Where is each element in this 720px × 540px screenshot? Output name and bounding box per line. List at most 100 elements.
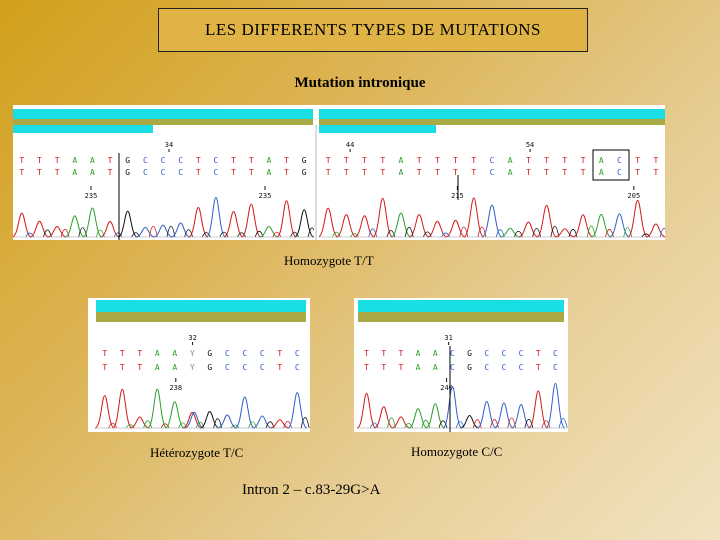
base-call-upper: C	[295, 349, 300, 358]
trace-peak	[82, 207, 103, 238]
base-call-lower: T	[381, 363, 386, 372]
base-call-upper: A	[72, 156, 77, 165]
base-call-upper: G	[467, 349, 472, 358]
base-call-upper: T	[399, 349, 404, 358]
base-call-lower: T	[137, 363, 142, 372]
base-call-upper: T	[326, 156, 331, 165]
base-call-upper: T	[536, 349, 541, 358]
base-call-lower: T	[562, 168, 567, 177]
base-call-upper: T	[249, 156, 254, 165]
trace-noise	[441, 232, 450, 238]
trace-noise	[290, 231, 299, 238]
position-tick-label: 32	[188, 334, 196, 342]
trace-peak	[135, 226, 156, 238]
base-call-lower: C	[260, 363, 265, 372]
base-call-lower: A	[399, 168, 404, 177]
trace-noise	[237, 232, 246, 238]
caption-homozygote-cc: Homozygote C/C	[411, 444, 503, 459]
trace-peak	[94, 395, 115, 429]
base-call-upper: T	[381, 349, 386, 358]
base-call-upper: T	[635, 156, 640, 165]
trace-noise	[524, 418, 534, 429]
trace-peak	[205, 196, 227, 238]
base-call-upper: A	[416, 349, 421, 358]
base-call-lower: T	[536, 363, 541, 372]
trace-peak	[460, 415, 480, 429]
trace-noise	[166, 225, 176, 238]
base-call-upper: A	[172, 349, 177, 358]
caption-homozygote-tt: Homozygote T/T	[284, 253, 374, 268]
mutation-highlight-box	[592, 149, 630, 181]
base-call-lower: A	[72, 168, 77, 177]
secondary-bar-right	[319, 125, 436, 133]
base-call-upper: C	[490, 156, 495, 165]
base-call-lower: T	[435, 168, 440, 177]
base-call-upper: T	[581, 156, 586, 165]
trace-peak	[64, 215, 85, 238]
base-call-upper: T	[196, 156, 201, 165]
chromatogram-homozygote-cc: T T T T T T A A A A C C G G C C C C C C T T C C 31 240	[354, 298, 568, 432]
trace-noise	[459, 226, 469, 238]
scan-position-label: 215	[451, 192, 464, 200]
scan-position-label: 240	[440, 384, 453, 392]
trace-noise	[60, 228, 70, 238]
base-call-upper: C	[178, 156, 183, 165]
trace-peak	[170, 222, 191, 238]
trace-noise	[369, 422, 379, 429]
trace-noise	[184, 229, 193, 238]
chromatogram-top: T T T T T T A A A A T T G G C C C C C C T T C C T T T T A A T T G G 34 235 2…	[13, 105, 665, 240]
base-call-lower: T	[344, 168, 349, 177]
base-call-lower: T	[581, 168, 586, 177]
base-call-upper: C	[260, 349, 265, 358]
trace-noise	[387, 417, 396, 429]
trace-peak	[572, 214, 594, 238]
trace-peak	[223, 210, 244, 238]
base-call-upper: G	[302, 156, 307, 165]
base-call-upper: T	[364, 349, 369, 358]
base-call-upper: A	[433, 349, 438, 358]
chromatogram-heterozygote: T T T T T T A A A A Y Y G G C C C C C C T T C C 32 238	[88, 298, 310, 432]
base-call-upper: A	[266, 156, 271, 165]
trace-peak	[528, 390, 549, 429]
base-call-lower: C	[295, 363, 300, 372]
header-bar-olive	[96, 312, 306, 322]
base-call-lower: T	[453, 168, 458, 177]
trace-noise	[143, 420, 153, 429]
base-call-lower: C	[553, 363, 558, 372]
base-call-upper: C	[450, 349, 455, 358]
base-call-upper: T	[284, 156, 289, 165]
trace-noise	[283, 420, 293, 429]
scan-position-label: 235	[259, 192, 272, 200]
base-call-lower: T	[380, 168, 385, 177]
title-box: LES DIFFERENTS TYPES DE MUTATIONS	[158, 8, 588, 52]
trace-peak	[354, 215, 375, 238]
trace-noise	[113, 232, 123, 238]
base-call-lower: T	[249, 168, 254, 177]
trace-noise	[25, 232, 35, 238]
trace-peak	[234, 396, 255, 429]
trace-peak	[627, 199, 649, 238]
base-call-lower: T	[108, 168, 113, 177]
trace-peak	[130, 416, 150, 429]
trace-peak	[518, 221, 539, 238]
base-call-lower: A	[433, 363, 438, 372]
base-call-upper: A	[599, 156, 604, 165]
header-bar-cyan	[96, 300, 306, 312]
base-call-lower: C	[143, 168, 148, 177]
position-tick-label: 34	[165, 141, 173, 149]
base-call-upper: C	[484, 349, 489, 358]
trace-peak	[545, 382, 566, 429]
base-call-lower: T	[364, 363, 369, 372]
trace-peak	[276, 200, 297, 238]
base-call-upper: A	[90, 156, 95, 165]
base-call-upper: C	[617, 156, 622, 165]
base-call-upper: T	[231, 156, 236, 165]
scan-position-label: 235	[85, 192, 98, 200]
trace-peak	[494, 402, 514, 429]
base-call-lower: T	[231, 168, 236, 177]
trace-noise	[386, 230, 396, 238]
base-call-upper: T	[562, 156, 567, 165]
trace-noise	[404, 423, 414, 429]
trace-peak	[13, 212, 32, 238]
